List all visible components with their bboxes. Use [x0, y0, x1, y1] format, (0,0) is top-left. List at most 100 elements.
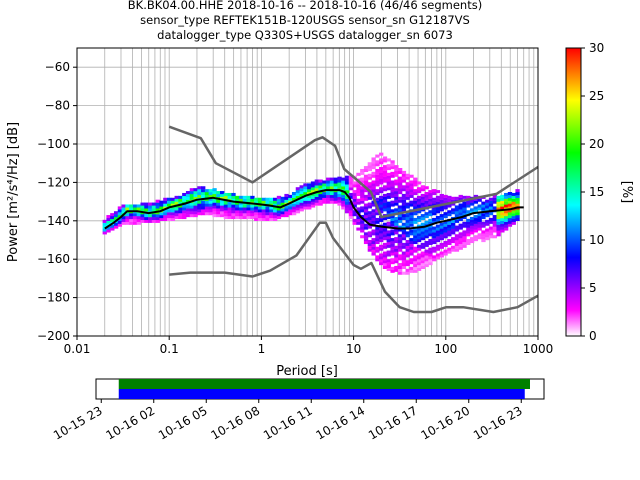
heatmap-cell — [329, 180, 335, 184]
heatmap-cell — [397, 225, 403, 229]
heatmap-cell — [492, 235, 497, 239]
heatmap-cell — [435, 230, 441, 234]
heatmap-cell — [409, 174, 414, 178]
heatmap-cell — [413, 255, 418, 259]
heatmap-cell — [481, 236, 486, 240]
heatmap-cell — [469, 216, 475, 221]
heatmap-cell — [379, 244, 384, 248]
heatmap-cell — [254, 209, 259, 213]
heatmap-cell — [333, 186, 338, 190]
chart-title: BK.BK04.00.HHE 2018-10-16 -- 2018-10-16 … — [128, 0, 482, 42]
heatmap-cell — [136, 221, 141, 225]
heatmap-cell — [273, 203, 278, 207]
heatmap-cell — [428, 210, 433, 214]
heatmap-cell — [469, 202, 475, 206]
heatmap-cell — [382, 159, 388, 163]
heatmap-cell — [496, 204, 501, 208]
heatmap-cell — [265, 209, 270, 213]
heatmap-cell — [307, 203, 312, 207]
heatmap-cell — [314, 179, 319, 183]
heatmap-cell — [227, 204, 232, 208]
heatmap-cell — [401, 173, 407, 177]
heatmap-cell — [443, 206, 448, 210]
heatmap-cell — [310, 181, 316, 185]
heatmap-cell — [363, 203, 369, 207]
heatmap-cell — [363, 232, 369, 236]
heatmap-cell — [462, 233, 467, 237]
heatmap-cell — [348, 195, 354, 199]
heatmap-cell — [462, 210, 467, 214]
heatmap-cell — [500, 226, 505, 230]
heatmap-cell — [110, 218, 115, 222]
heatmap-cell — [515, 212, 520, 216]
heatmap-cell — [515, 209, 520, 213]
heatmap-cell — [401, 237, 407, 241]
heatmap-cell — [496, 207, 501, 211]
heatmap-cell — [481, 221, 486, 225]
heatmap-cell — [371, 192, 376, 196]
heatmap-cell — [439, 222, 444, 226]
heatmap-cell — [394, 219, 399, 223]
heatmap-cell — [129, 213, 134, 217]
heatmap-cell — [394, 188, 399, 192]
heatmap-cell — [386, 216, 391, 220]
heatmap-cell — [352, 204, 357, 208]
heatmap-cell — [375, 180, 380, 184]
heatmap-cell — [401, 208, 407, 212]
heatmap-cell — [363, 235, 369, 239]
heatmap-cell — [405, 196, 410, 200]
heatmap-cell — [363, 197, 369, 201]
heatmap-cell — [329, 183, 335, 187]
heatmap-cell — [424, 192, 429, 196]
heatmap-cell — [416, 264, 422, 269]
heatmap-cell — [261, 209, 266, 213]
heatmap-cell — [360, 194, 365, 198]
heatmap-cell — [174, 216, 179, 220]
heatmap-cell — [420, 199, 426, 203]
heatmap-cell — [151, 219, 157, 223]
heatmap-cell — [273, 200, 278, 204]
heatmap-cell — [314, 202, 319, 206]
heatmap-cell — [409, 269, 414, 273]
heatmap-cell — [504, 210, 509, 214]
heatmap-cell — [185, 199, 191, 203]
heatmap-cell — [231, 201, 236, 205]
heatmap-cell — [344, 204, 350, 208]
heatmap-cell — [367, 168, 372, 172]
heatmap-cell — [341, 200, 346, 204]
heatmap-cell — [382, 205, 388, 209]
heatmap-cell — [451, 199, 456, 203]
heatmap-cell — [242, 195, 248, 199]
heatmap-cell — [432, 200, 437, 204]
heatmap-cell — [113, 214, 119, 218]
heatmap-cell — [477, 207, 482, 211]
heatmap-cell — [447, 213, 452, 217]
heatmap-cell — [113, 211, 119, 215]
heatmap-cell — [163, 217, 168, 221]
heatmap-cell — [462, 201, 467, 205]
heatmap-cell — [447, 210, 452, 214]
heatmap-cell — [424, 232, 429, 236]
heatmap-cell — [307, 206, 312, 210]
heatmap-cell — [269, 206, 274, 210]
heatmap-cell — [405, 185, 410, 189]
heatmap-cell — [515, 203, 520, 207]
heatmap-cell — [367, 173, 372, 177]
heatmap-cell — [397, 254, 403, 258]
heatmap-cell — [216, 202, 221, 206]
heatmap-cell — [424, 235, 429, 239]
heatmap-cell — [507, 197, 513, 201]
heatmap-cell — [326, 183, 331, 187]
heatmap-cell — [265, 215, 270, 219]
heatmap-cell — [163, 209, 168, 213]
heatmap-cell — [216, 193, 221, 197]
heatmap-cell — [382, 234, 388, 238]
heatmap-cell — [299, 191, 304, 195]
heatmap-cell — [102, 219, 107, 223]
heatmap-cell — [371, 189, 376, 193]
heatmap-cell — [382, 208, 388, 212]
heatmap-cell — [473, 206, 479, 210]
heatmap-cell — [386, 253, 391, 257]
heatmap-cell — [166, 217, 172, 221]
heatmap-cell — [303, 186, 308, 190]
